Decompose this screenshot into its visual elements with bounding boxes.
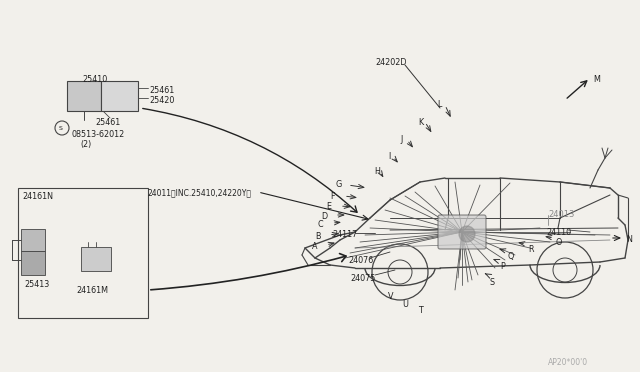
Text: 08513-62012: 08513-62012 <box>72 130 125 139</box>
Text: A: A <box>312 242 317 251</box>
Text: V: V <box>388 292 394 301</box>
Text: M: M <box>593 75 600 84</box>
Text: Q: Q <box>508 252 515 261</box>
Text: S: S <box>490 278 495 287</box>
Text: H: H <box>374 167 380 176</box>
Text: 24161N: 24161N <box>22 192 53 201</box>
FancyBboxPatch shape <box>101 81 138 111</box>
Text: 25420: 25420 <box>149 96 174 105</box>
FancyBboxPatch shape <box>67 81 101 111</box>
Text: 24075: 24075 <box>350 274 376 283</box>
Text: 25461: 25461 <box>149 86 174 95</box>
Text: L: L <box>437 100 442 109</box>
Text: J: J <box>400 135 403 144</box>
Text: P: P <box>500 262 505 271</box>
Text: 24161M: 24161M <box>76 286 108 295</box>
Text: S: S <box>59 126 63 131</box>
Text: E: E <box>326 202 331 211</box>
Text: 24110: 24110 <box>546 228 571 237</box>
FancyBboxPatch shape <box>21 251 45 275</box>
Text: G: G <box>335 180 341 189</box>
Text: U: U <box>402 300 408 309</box>
Text: K: K <box>418 118 423 127</box>
Text: 24202D: 24202D <box>375 58 406 67</box>
Text: (2): (2) <box>80 140 92 149</box>
Text: 24076: 24076 <box>348 256 373 265</box>
Text: 24117: 24117 <box>332 230 357 239</box>
Text: 25461: 25461 <box>95 118 120 127</box>
Text: D: D <box>321 212 327 221</box>
Text: 24011〈INC.25410,24220Y〉: 24011〈INC.25410,24220Y〉 <box>148 188 252 197</box>
Text: 24013: 24013 <box>548 210 574 219</box>
Text: O: O <box>556 238 563 247</box>
Text: T: T <box>418 306 423 315</box>
Text: 25413: 25413 <box>24 280 49 289</box>
FancyBboxPatch shape <box>81 247 111 271</box>
Text: 25410: 25410 <box>82 75 108 84</box>
Text: C: C <box>318 220 324 229</box>
Text: B: B <box>315 232 321 241</box>
FancyBboxPatch shape <box>438 215 486 249</box>
Text: F: F <box>330 192 335 201</box>
Text: N: N <box>626 235 632 244</box>
FancyBboxPatch shape <box>21 229 45 251</box>
Text: I: I <box>388 152 390 161</box>
Text: R: R <box>528 245 534 254</box>
Circle shape <box>459 226 475 242</box>
Text: AP20*00'0: AP20*00'0 <box>548 358 588 367</box>
